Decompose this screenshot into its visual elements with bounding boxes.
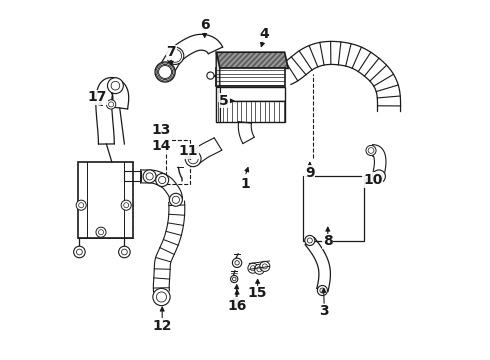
Bar — [303, 176, 364, 241]
Circle shape — [232, 258, 242, 267]
Polygon shape — [238, 122, 254, 144]
Text: 7: 7 — [167, 45, 176, 59]
Polygon shape — [216, 68, 285, 86]
Circle shape — [185, 151, 201, 167]
Circle shape — [260, 261, 270, 271]
Text: 6: 6 — [200, 18, 210, 32]
Circle shape — [156, 174, 169, 186]
Polygon shape — [372, 145, 386, 177]
Polygon shape — [216, 52, 220, 86]
Circle shape — [74, 246, 85, 258]
Text: 13: 13 — [152, 123, 171, 136]
Polygon shape — [305, 238, 330, 291]
Text: 4: 4 — [259, 27, 269, 41]
Circle shape — [155, 62, 175, 82]
Polygon shape — [96, 77, 129, 144]
Polygon shape — [216, 52, 288, 68]
Circle shape — [318, 285, 327, 296]
Bar — [166, 140, 190, 184]
Polygon shape — [216, 87, 220, 122]
Circle shape — [254, 264, 265, 274]
Polygon shape — [216, 101, 285, 122]
Text: 16: 16 — [227, 299, 247, 313]
Circle shape — [119, 246, 130, 258]
Text: 8: 8 — [323, 234, 333, 248]
Circle shape — [366, 145, 376, 156]
Circle shape — [121, 200, 131, 210]
Polygon shape — [216, 87, 285, 101]
Text: 10: 10 — [363, 173, 383, 187]
Text: 12: 12 — [152, 319, 172, 333]
Text: 2: 2 — [231, 297, 241, 311]
Circle shape — [107, 78, 123, 94]
Polygon shape — [190, 138, 222, 165]
Circle shape — [207, 72, 214, 79]
Circle shape — [231, 275, 238, 283]
Text: 15: 15 — [248, 287, 268, 300]
Text: 5: 5 — [219, 94, 229, 108]
Text: 1: 1 — [240, 177, 250, 190]
Circle shape — [143, 170, 156, 183]
Circle shape — [248, 263, 258, 273]
Text: 11: 11 — [178, 144, 198, 158]
Text: 3: 3 — [319, 305, 329, 318]
Text: 17: 17 — [88, 90, 107, 104]
Circle shape — [153, 288, 170, 306]
Circle shape — [76, 200, 86, 210]
Circle shape — [305, 235, 315, 246]
Polygon shape — [153, 201, 185, 292]
Polygon shape — [141, 170, 182, 201]
Circle shape — [106, 100, 116, 109]
Bar — [77, 162, 133, 238]
Circle shape — [96, 227, 106, 237]
Circle shape — [167, 47, 184, 64]
Circle shape — [170, 193, 182, 206]
Text: 9: 9 — [305, 166, 315, 180]
Polygon shape — [124, 171, 141, 181]
Polygon shape — [158, 34, 222, 76]
Circle shape — [372, 170, 386, 183]
Text: 14: 14 — [152, 139, 171, 153]
Polygon shape — [282, 41, 401, 112]
